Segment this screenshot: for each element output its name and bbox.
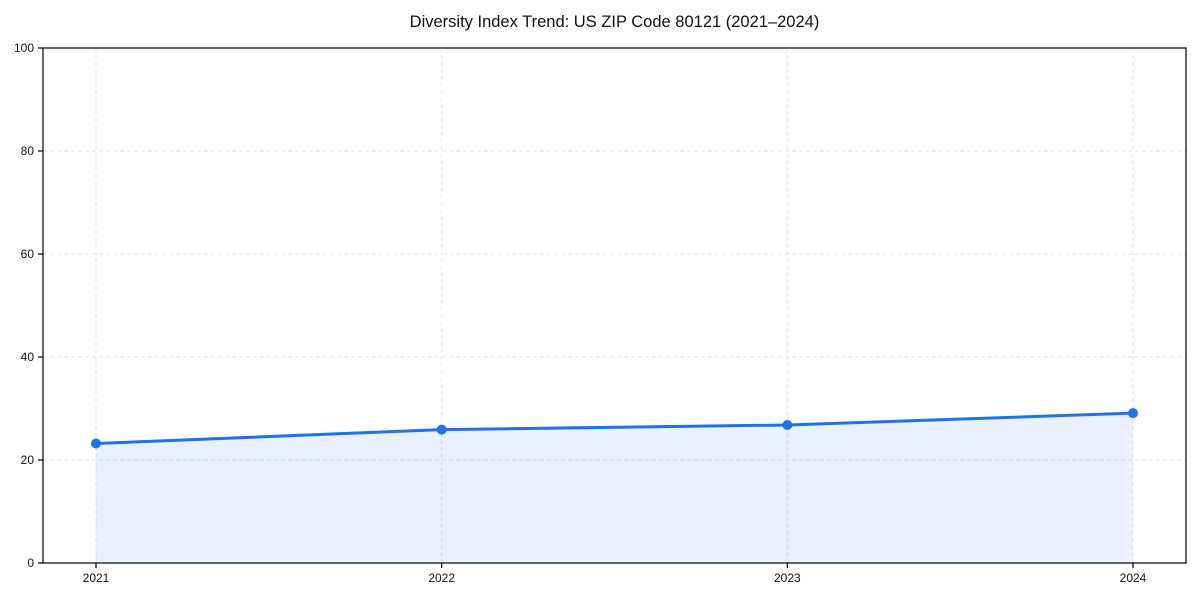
y-tick-label: 20 — [21, 453, 35, 467]
area-fill — [96, 413, 1133, 563]
trend-line — [94, 411, 1135, 446]
y-tick-label: 60 — [21, 247, 35, 261]
x-tick-label: 2024 — [1120, 571, 1147, 585]
chart-title: Diversity Index Trend: US ZIP Code 80121… — [409, 13, 820, 31]
x-tick-label: 2022 — [428, 571, 455, 585]
y-tick-label: 80 — [21, 144, 35, 158]
plot-border — [42, 47, 1187, 564]
y-tick-label: 0 — [27, 556, 34, 570]
x-tick-label: 2021 — [83, 571, 110, 585]
y-tick-label: 40 — [21, 350, 35, 364]
data-point — [436, 424, 447, 435]
data-point — [91, 438, 101, 449]
x-tick-label: 2023 — [774, 571, 801, 585]
y-tick-label: 100 — [14, 41, 34, 55]
data-point — [782, 419, 793, 430]
data-point — [1128, 408, 1138, 419]
